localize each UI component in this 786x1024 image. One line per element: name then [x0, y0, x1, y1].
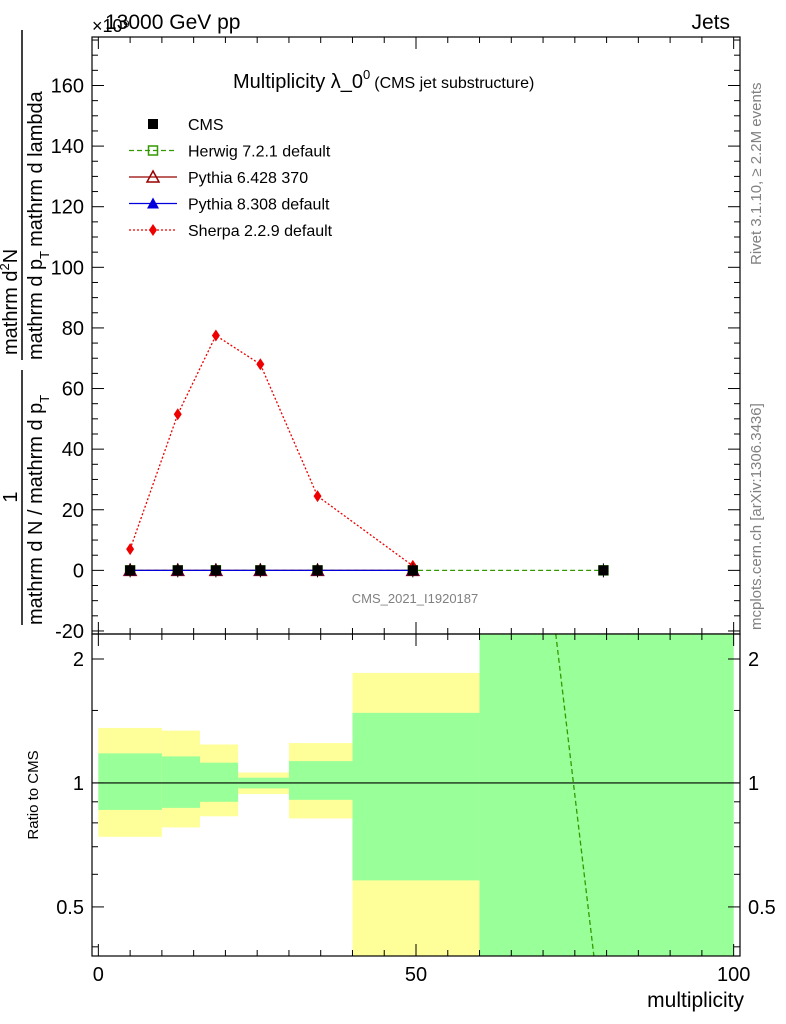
- chart-title: Multiplicity λ_00 (CMS jet substructure): [233, 67, 534, 93]
- legend-label: Sherpa 2.2.9 default: [188, 223, 333, 240]
- x-tick-label: 50: [405, 964, 427, 986]
- y-exponent: ×10⁹: [92, 16, 130, 36]
- ratio-panel: 0.5 0.5 1 1 2 2 0 50 100: [56, 633, 776, 986]
- rivet-label: Rivet 3.1.10, ≥ 2.2M events: [748, 83, 765, 266]
- data-point: [256, 358, 265, 371]
- ylabel-den3-text: mathrm d lambda: [25, 90, 47, 246]
- series-line: [129, 334, 414, 567]
- mcplots-label: mcplots.cern.ch [arXiv:1306.3436]: [748, 403, 765, 630]
- ratio-y-tick-label-right: 2: [748, 649, 759, 671]
- watermark: CMS_2021_I1920187: [352, 591, 479, 606]
- legend-marker: [149, 224, 157, 236]
- data-point: [313, 490, 322, 503]
- y-tick-label: 20: [62, 500, 84, 522]
- legend-marker: [147, 145, 159, 156]
- ratio-band-green: [352, 712, 480, 881]
- ylabel-den2-text: mathrm d p: [25, 259, 47, 360]
- legend-marker: [147, 197, 159, 209]
- data-point: [211, 329, 220, 342]
- ylabel-one: 1: [0, 491, 22, 502]
- herwig-ratio-line: [555, 633, 595, 957]
- x-tick-label: 100: [717, 964, 750, 986]
- ratio-band-green: [161, 756, 200, 808]
- header-jets: Jets: [691, 11, 730, 34]
- ratio-y-tick-label-right: 1: [748, 773, 759, 795]
- legend-marker: [148, 119, 158, 129]
- ylabel-num-sup: 2: [0, 263, 12, 270]
- ylabel-num: mathrm d2N: [0, 249, 22, 355]
- x-tick-label: 0: [93, 964, 104, 986]
- y-tick-label: 0: [73, 560, 84, 582]
- ratio-y-tick-label: 1: [73, 773, 84, 795]
- chart-title-main: Multiplicity λ_0: [233, 71, 363, 93]
- legend: CMS Herwig 7.2.1 default Pythia 6.428 370 P…: [129, 117, 333, 240]
- ylabel-num-n: N: [0, 249, 22, 263]
- y-tick-label: 100: [51, 257, 84, 279]
- x-axis-label: multiplicity: [647, 989, 744, 1012]
- ylabel-den2: mathrm d pTmathrm d lambda: [25, 90, 52, 360]
- ylabel-den-sub: T: [37, 395, 52, 403]
- data-point: [173, 408, 182, 421]
- legend-label: Pythia 8.308 default: [188, 197, 330, 214]
- ylabel-num-text: mathrm d: [0, 271, 22, 355]
- ratio-band-green: [288, 761, 353, 800]
- series-sherpa-2-2-9-default: [126, 329, 417, 572]
- y-axis-label: 1 mathrm d N / mathrm d pT mathrm d2N ma…: [0, 30, 52, 625]
- y-tick-label: 60: [62, 379, 84, 401]
- ylabel-den-text: mathrm d N / mathrm d p: [25, 403, 47, 625]
- legend-label: Herwig 7.2.1 default: [188, 144, 331, 161]
- header-energy: 13000 GeV pp: [105, 11, 240, 34]
- data-point: [126, 543, 135, 556]
- series-pythia-8-308-default: [124, 564, 419, 576]
- ylabel-den2-sub: T: [37, 251, 52, 259]
- ratio-band-green: [98, 753, 162, 810]
- chart-subtitle: (CMS jet substructure): [374, 75, 534, 92]
- y-tick-label: 120: [51, 197, 84, 219]
- ratio-y-tick-label: 2: [73, 649, 84, 671]
- y-tick-label: 80: [62, 318, 84, 340]
- chart-title-sup: 0: [363, 67, 370, 82]
- ratio-band-green: [200, 762, 239, 802]
- y-tick-label: 140: [51, 136, 84, 158]
- y-tick-label: -20: [55, 621, 84, 643]
- ratio-band-green: [479, 634, 734, 956]
- ratio-ylabel: Ratio to CMS: [25, 750, 42, 839]
- legend-label: Pythia 6.428 370: [188, 170, 308, 187]
- ylabel-den: mathrm d N / mathrm d pT: [25, 395, 52, 625]
- y-tick-label: 40: [62, 439, 84, 461]
- ratio-y-tick-label: 0.5: [56, 897, 84, 919]
- y-tick-label: 160: [51, 75, 84, 97]
- main-panel: -20 0 20 40 60 80 100 120 140 160: [51, 36, 741, 643]
- ratio-y-tick-label-right: 0.5: [748, 897, 776, 919]
- legend-marker: [145, 169, 161, 183]
- legend-label: CMS: [188, 117, 224, 134]
